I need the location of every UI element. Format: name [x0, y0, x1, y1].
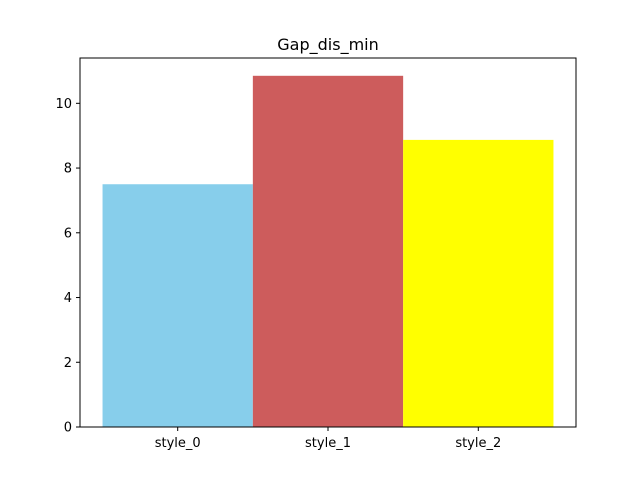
y-tick-label: 10 — [55, 97, 72, 112]
plot-frame — [79, 57, 577, 428]
chart-title: Gap_dis_min — [277, 35, 378, 55]
x-tick-label: style_0 — [155, 436, 201, 451]
bar-style_2 — [403, 139, 554, 428]
y-axis: 0 2 4 6 8 10 — [55, 97, 80, 436]
y-tick-label: 6 — [64, 226, 72, 241]
y-tick-label: 0 — [64, 421, 72, 436]
x-axis: style_0 style_1 style_2 — [155, 427, 501, 451]
y-tick-label: 8 — [64, 162, 72, 177]
bar-style_1 — [252, 75, 404, 427]
y-tick-label: 4 — [64, 291, 72, 306]
y-tick-label: 2 — [64, 356, 72, 371]
bar-style_0 — [102, 184, 253, 427]
x-tick-label: style_1 — [305, 436, 351, 451]
x-tick-label: style_2 — [455, 436, 501, 451]
bars-group — [102, 75, 554, 428]
